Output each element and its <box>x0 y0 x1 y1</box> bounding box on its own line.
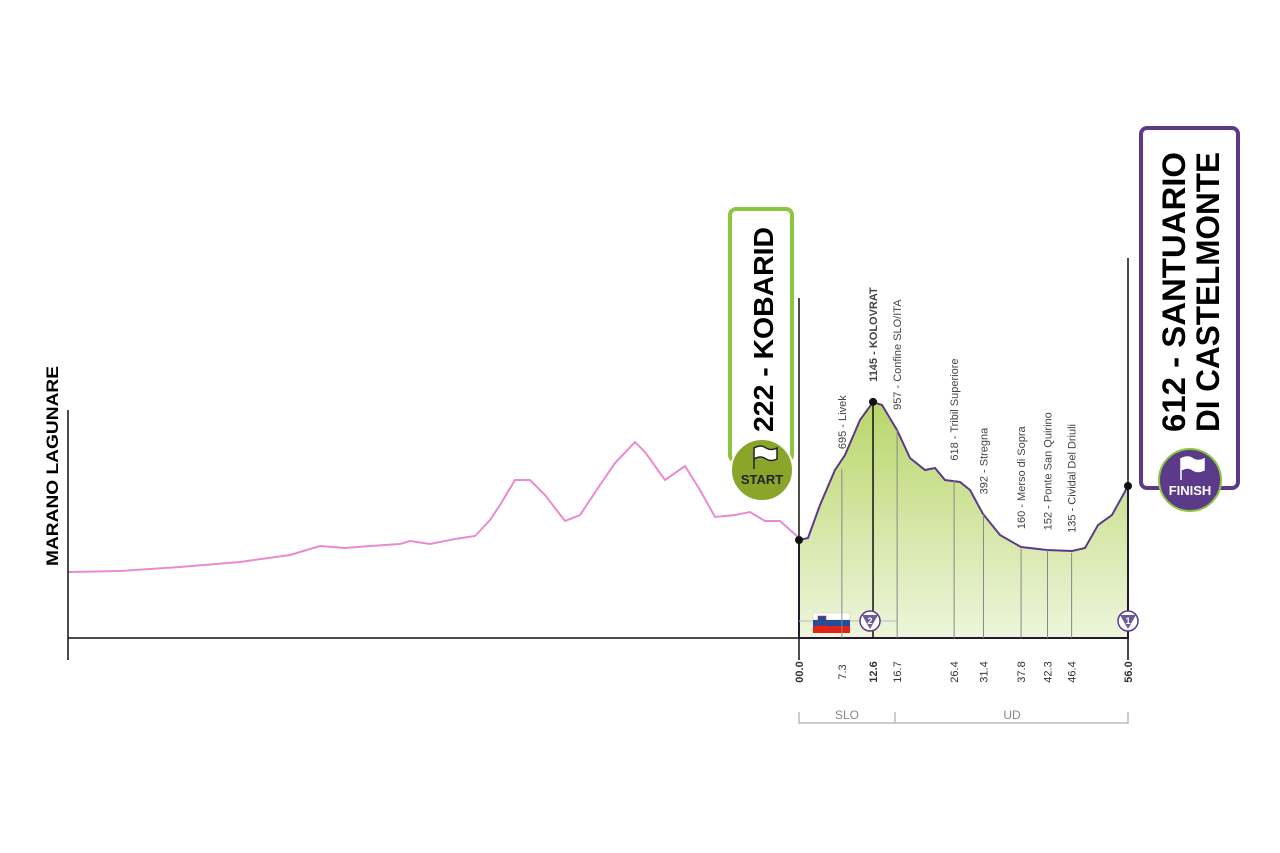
waypoint-label: 1145 - KOLOVRAT <box>868 287 880 382</box>
waypoint-km: 37.8 <box>1016 661 1028 682</box>
region-bracket <box>798 712 1129 724</box>
climb-badge-triangle <box>862 615 879 629</box>
start-km: 00.0 <box>794 661 806 682</box>
start-label: 222 - KOBARID <box>748 227 779 432</box>
waypoint-km: 7.3 <box>837 664 849 679</box>
waypoint-km: 12.6 <box>868 661 880 682</box>
waypoint-km: 31.4 <box>978 661 990 682</box>
origin-label: MARANO LAGUNARE <box>43 366 62 566</box>
region-label: SLO <box>835 708 859 722</box>
waypoint-km: 46.4 <box>1067 661 1079 682</box>
waypoint-label: 135 - Cividal Del Driuli <box>1067 424 1079 533</box>
start-badge-text: START <box>741 472 783 487</box>
finish-climb: 1 <box>1125 616 1130 626</box>
slovenia-flag <box>812 612 851 633</box>
waypoint-label: 392 - Stregna <box>978 427 990 495</box>
start-dot <box>795 536 803 544</box>
waypoint-km: 42.3 <box>1043 661 1055 682</box>
waypoint-label: 160 - Merso di Sopra <box>1016 425 1028 529</box>
waypoint-label: 618 - Tribil Superiore <box>949 358 961 460</box>
finish-label-2: DI CASTELMONTE <box>1190 152 1226 432</box>
region-label: UD <box>1003 708 1021 722</box>
waypoint-dot <box>869 397 878 406</box>
finish-badge <box>1158 448 1222 512</box>
finish-badge-text: FINISH <box>1169 483 1212 498</box>
waypoint-km: 26.4 <box>949 661 961 682</box>
previous-profile <box>67 440 799 573</box>
waypoint-label: 152 - Ponte San Quirino <box>1043 412 1055 530</box>
finish-label-1: 612 - SANTUARIO <box>1156 152 1192 432</box>
stage-profile-area <box>798 400 1129 639</box>
climb-badge-triangle <box>1120 615 1136 629</box>
finish-km: 56.0 <box>1123 661 1135 682</box>
waypoint-label: 957 - Confine SLO/ITA <box>892 299 904 410</box>
waypoint-label: 695 - Livek <box>837 395 849 449</box>
start-flag-icon <box>753 445 778 469</box>
waypoint-km: 16.7 <box>892 661 904 682</box>
finish-dot <box>1124 482 1132 490</box>
waypoint-climb: 2 <box>868 616 873 626</box>
finish-flag-icon <box>1180 456 1205 480</box>
